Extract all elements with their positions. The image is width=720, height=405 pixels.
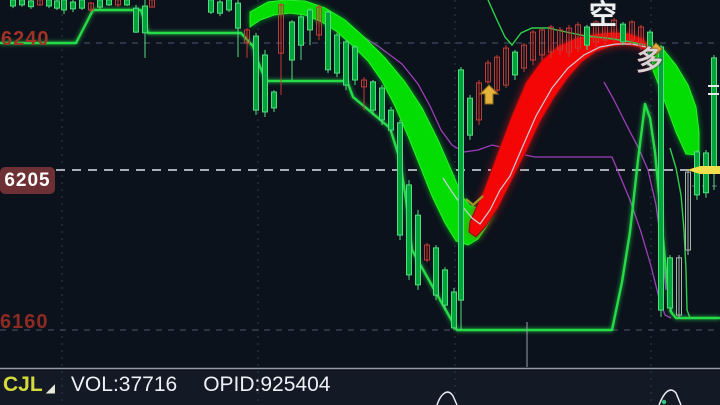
buy-arrow-marker xyxy=(478,84,500,105)
candle xyxy=(226,0,232,13)
green-band-descending xyxy=(249,0,494,246)
candle xyxy=(46,0,52,9)
candle xyxy=(503,45,509,88)
candle xyxy=(442,267,448,311)
candle xyxy=(451,288,457,330)
candle xyxy=(415,209,421,290)
fast-ma-lines xyxy=(487,0,691,319)
candle xyxy=(10,0,16,9)
candle xyxy=(638,24,644,50)
candle xyxy=(61,0,67,14)
candle xyxy=(521,43,527,73)
candle xyxy=(334,32,340,78)
candle xyxy=(620,21,626,46)
candle xyxy=(566,24,572,58)
indicator-dropdown-icon[interactable]: ◢ xyxy=(45,381,55,395)
candle xyxy=(584,24,590,50)
y-axis-label-6240: 6240 xyxy=(1,28,50,50)
candle xyxy=(70,0,76,13)
candle xyxy=(142,0,148,58)
candle xyxy=(217,0,223,17)
candle xyxy=(54,0,60,10)
volume-readout: VOL:37716 xyxy=(70,373,178,396)
candle xyxy=(406,179,412,280)
candle xyxy=(548,24,554,58)
candle xyxy=(485,60,491,85)
red-band-rising xyxy=(468,31,651,238)
candle xyxy=(458,66,464,330)
candle xyxy=(106,0,112,6)
candle xyxy=(685,170,691,255)
sub-indicator-curves xyxy=(436,389,682,405)
candle xyxy=(88,1,94,13)
candle xyxy=(494,54,500,95)
white-ma-line xyxy=(442,43,647,225)
candle xyxy=(667,254,673,312)
candle xyxy=(611,17,617,45)
candle xyxy=(208,0,214,14)
candle xyxy=(307,8,313,46)
long-signal-annotation: 多 xyxy=(636,46,663,76)
candle xyxy=(388,106,394,133)
candle xyxy=(676,254,682,318)
candle xyxy=(253,32,259,115)
candle xyxy=(593,20,599,49)
candle xyxy=(133,4,139,33)
candle xyxy=(379,85,385,126)
candle xyxy=(370,80,376,115)
candle xyxy=(316,4,322,41)
open-interest-readout: OPID:925404 xyxy=(203,373,331,396)
candle xyxy=(424,242,430,263)
candle xyxy=(575,21,581,53)
candle xyxy=(289,20,295,81)
candle xyxy=(37,0,43,6)
candle xyxy=(397,119,403,241)
status-bar: CJL ◢ VOL:37716 OPID:925404 xyxy=(3,373,330,397)
candle xyxy=(476,80,482,126)
candle xyxy=(530,29,536,66)
candle xyxy=(512,49,518,81)
candle xyxy=(602,21,608,46)
candle xyxy=(361,77,367,111)
candle xyxy=(115,0,121,8)
panel-separator xyxy=(0,367,720,371)
candle xyxy=(433,245,439,301)
candle xyxy=(28,0,34,9)
candle xyxy=(262,49,268,118)
candle xyxy=(298,15,304,61)
candle xyxy=(629,20,635,46)
candle xyxy=(97,0,103,9)
diamond-marker xyxy=(649,42,663,56)
short-signal-annotation: 空 xyxy=(589,0,618,30)
check-marker xyxy=(465,195,484,207)
candles-layer xyxy=(10,0,717,330)
bottom-panel-bg xyxy=(0,370,720,405)
candle xyxy=(539,28,545,61)
current-price-pointer xyxy=(687,166,720,174)
right-edge-marks xyxy=(708,85,719,95)
candle xyxy=(325,9,331,74)
current-price-badge: 6205 xyxy=(0,167,55,194)
candle xyxy=(658,45,664,317)
vertical-gridlines xyxy=(61,0,652,405)
candle xyxy=(244,28,250,58)
candle xyxy=(278,3,284,95)
y-axis-label-6160: 6160 xyxy=(0,311,49,333)
candle xyxy=(467,94,473,140)
candle xyxy=(79,0,85,10)
candle xyxy=(343,40,349,91)
candle xyxy=(557,27,563,55)
indicator-name-button[interactable]: CJL xyxy=(3,373,43,396)
candle xyxy=(19,0,25,7)
candle xyxy=(235,0,241,58)
candle xyxy=(124,0,130,6)
candle xyxy=(694,150,700,200)
candle xyxy=(149,0,155,8)
horizontal-gridlines xyxy=(0,42,720,331)
candle xyxy=(271,90,277,112)
candle xyxy=(352,45,358,86)
